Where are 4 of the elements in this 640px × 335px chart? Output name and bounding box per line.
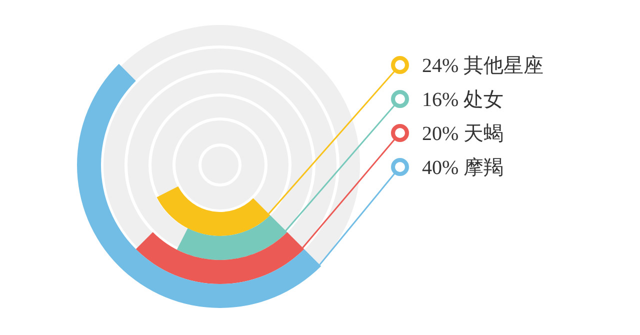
category-label: 摩羯: [464, 157, 504, 179]
category-label: 处女: [464, 89, 504, 111]
category-label: 其他星座: [464, 55, 544, 77]
category-label: 天蝎: [464, 123, 504, 145]
